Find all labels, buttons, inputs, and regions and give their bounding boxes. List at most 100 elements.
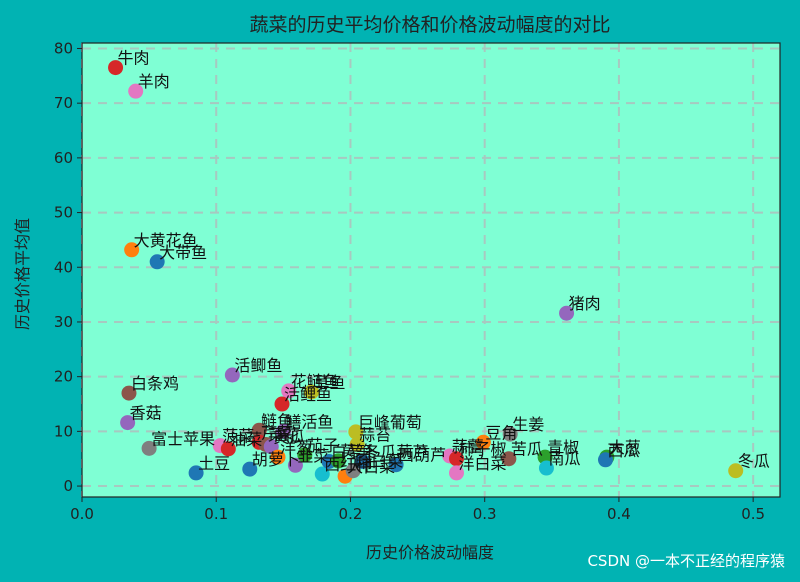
point-label: 猪肉: [569, 294, 601, 313]
point-label: 西瓜: [608, 441, 640, 460]
scatter-point: [141, 440, 157, 456]
scatter-point: [120, 415, 136, 431]
scatter-point: [330, 453, 346, 469]
scatter-point: [128, 83, 144, 99]
point-label: 西红柿: [324, 455, 372, 474]
chart-title: 蔬菜的历史平均价格和价格波动幅度的对比: [249, 14, 610, 36]
scatter-point: [538, 460, 554, 476]
point-label: 豆角: [485, 423, 517, 442]
point-label: 胡萝卜: [252, 450, 300, 469]
x-tick-label: 0.0: [70, 505, 94, 523]
scatter-point: [559, 305, 575, 321]
point-label: 大葱: [609, 438, 641, 457]
y-tick-label: 0: [63, 477, 73, 495]
scatter-point: [598, 452, 613, 468]
scatter-point: [348, 424, 364, 440]
y-tick-label: 80: [54, 39, 73, 57]
y-tick-label: 50: [54, 204, 73, 222]
y-tick-label: 70: [54, 94, 73, 112]
scatter-point: [345, 463, 361, 479]
point-label: 柿子椒: [459, 440, 507, 459]
point-label: 白条鸡: [131, 374, 179, 393]
point-label: 冬瓜葫芦: [365, 442, 429, 461]
point-label: 南瓜: [548, 449, 580, 468]
point-label: 西葫芦: [398, 446, 446, 465]
point-label: 生姜: [512, 415, 544, 434]
point-label: 青椒: [547, 438, 579, 457]
y-tick-label: 10: [54, 422, 73, 440]
scatter-point: [355, 453, 371, 469]
y-tick-label: 60: [54, 149, 73, 167]
scatter-point: [349, 436, 365, 452]
point-label: 大白菜: [347, 457, 395, 476]
scatter-point: [449, 465, 465, 481]
scatter-point: [224, 367, 240, 383]
watermark: CSDN @一本不正经的程序猿: [587, 552, 785, 570]
point-label: 圆白菜: [355, 452, 403, 471]
scatter-point: [388, 457, 404, 473]
point-label: 草鱼: [314, 373, 346, 392]
point-label: 蒜苔: [359, 425, 391, 444]
scatter-point: [188, 465, 204, 481]
point-label: 香菇: [130, 404, 162, 423]
scatter-point: [728, 463, 744, 479]
scatter-point: [242, 461, 258, 477]
point-label: 牛肉: [118, 49, 150, 68]
scatter-point: [502, 426, 518, 442]
y-axis-label: 历史价格平均值: [13, 218, 32, 330]
point-label: 富士苹果: [151, 429, 215, 448]
point-label: 活鲫鱼: [234, 356, 282, 375]
point-label: 苦瓜: [511, 440, 543, 459]
y-tick-label: 40: [54, 258, 73, 276]
scatter-point: [281, 383, 297, 399]
scatter-point: [108, 60, 124, 76]
x-tick-label: 0.2: [339, 505, 363, 523]
scatter-point: [124, 242, 140, 258]
point-label: 蒜薹: [452, 437, 484, 456]
point-label: 油菜: [230, 430, 262, 449]
point-label: 大带鱼: [159, 243, 207, 262]
x-axis-label: 历史价格波动幅度: [366, 543, 494, 562]
data-points: [108, 60, 744, 484]
scatter-point: [270, 449, 286, 465]
point-label: 芹菜: [261, 423, 293, 442]
point-label: 土豆: [198, 454, 230, 473]
point-label: 黄瓜: [273, 428, 305, 447]
scatter-point: [475, 434, 491, 450]
point-label: 花鲢鱼: [291, 372, 339, 391]
scatter-point: [275, 423, 291, 439]
point-label: 冬瓜: [738, 452, 770, 471]
plot-area: [82, 43, 780, 497]
point-label: 巨峰葡萄: [358, 413, 422, 432]
point-label: 莴笋: [340, 442, 372, 461]
x-tick-label: 0.1: [204, 505, 228, 523]
x-tick-label: 0.3: [473, 505, 497, 523]
scatter-point: [501, 451, 517, 467]
point-label: 白萝卜: [331, 442, 379, 461]
scatter-point: [220, 441, 236, 457]
y-tick-label: 20: [54, 368, 73, 386]
point-label: 洋葱: [280, 438, 312, 457]
scatter-point: [537, 449, 553, 465]
point-label: 洋白菜: [459, 454, 507, 473]
y-tick-label: 30: [54, 313, 73, 331]
scatter-point: [251, 422, 267, 438]
point-label: 鳝活鱼: [285, 412, 333, 431]
scatter-point: [314, 466, 330, 482]
point-label: 韭菜: [297, 446, 329, 465]
point-label: 大黄花鱼: [134, 231, 198, 250]
scatter-point: [149, 254, 165, 270]
point-label: 茄子: [307, 436, 339, 455]
scatter-point: [287, 457, 303, 473]
point-label: 菜花: [268, 425, 300, 444]
scatter-point: [304, 384, 320, 400]
scatter-point: [449, 451, 465, 467]
x-tick-label: 0.4: [607, 505, 631, 523]
scatter-point: [274, 396, 290, 412]
scatter-point: [297, 447, 313, 463]
point-label: 菠菜: [222, 427, 254, 446]
point-label: 鲢鱼: [261, 411, 293, 430]
scatter-point: [121, 385, 137, 401]
